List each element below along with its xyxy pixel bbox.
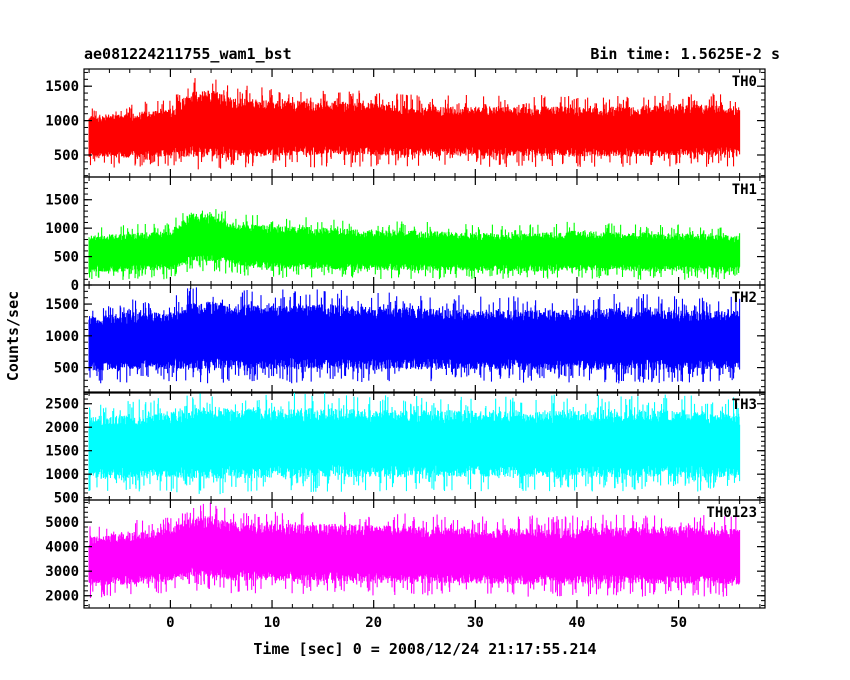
- series-th0123: [88, 502, 741, 599]
- panel-label: TH3: [732, 397, 757, 413]
- y-tick-label: 1500: [45, 193, 79, 209]
- y-tick-label: 1000: [45, 221, 79, 237]
- y-tick-label: 1000: [45, 329, 79, 345]
- y-tick-label: 1000: [45, 114, 79, 130]
- panel-label: TH1: [732, 182, 757, 198]
- panel-frame: [83, 499, 766, 609]
- x-tick-label: 30: [467, 615, 484, 631]
- x-axis-label: Time [sec] 0 = 2008/12/24 21:17:55.214: [253, 640, 596, 658]
- y-tick-label: 2500: [45, 397, 79, 413]
- bin-time-label: Bin time: 1.5625E-2 s: [590, 45, 780, 63]
- x-tick-label: 50: [670, 615, 687, 631]
- y-tick-label: 3000: [45, 564, 79, 580]
- y-tick-label: 4000: [45, 540, 79, 556]
- panel-th0123: 2000 3000 4000 5000 TH0123: [45, 499, 766, 609]
- y-tick-label: 5000: [45, 515, 79, 531]
- y-tick-label: 0: [71, 278, 79, 294]
- panel-label: TH0123: [706, 505, 757, 521]
- y-tick-label: 500: [54, 250, 79, 266]
- y-tick-label: 1000: [45, 467, 79, 483]
- x-tick-label: 0: [166, 615, 174, 631]
- series-th0: [88, 78, 741, 170]
- y-tick-label: 2000: [45, 420, 79, 436]
- y-tick-label: 1500: [45, 79, 79, 95]
- y-tick-label: 500: [54, 148, 79, 164]
- y-tick-label: 1500: [45, 297, 79, 313]
- y-tick-label: 500: [54, 361, 79, 377]
- series-th2: [88, 287, 741, 384]
- x-tick-label: 20: [365, 615, 382, 631]
- panel-th2: 500 1000 1500 TH2: [45, 284, 766, 394]
- y-tick-label: 1500: [45, 444, 79, 460]
- panels: 500 1000 1500 TH0 0 500 1000 1500 TH1 500 1000 1500…: [45, 68, 766, 609]
- x-tick-label: 40: [569, 615, 586, 631]
- series-th1: [88, 209, 741, 280]
- y-tick-label: 2000: [45, 589, 79, 605]
- x-axis: 0 10 20 30 40 50: [166, 615, 687, 631]
- x-tick-label: 10: [264, 615, 281, 631]
- panel-th3: 500 1000 1500 2000 2500 TH3: [45, 391, 766, 507]
- series-th3: [88, 392, 741, 495]
- y-tick-label: 500: [54, 491, 79, 507]
- panel-frame: [83, 284, 766, 394]
- panel-th0: 500 1000 1500 TH0: [45, 68, 766, 178]
- chart-title: ae081224211755_wam1_bst: [84, 45, 292, 63]
- panel-label: TH0: [732, 74, 757, 90]
- panel-th1: 0 500 1000 1500 TH1: [45, 176, 766, 294]
- y-axis-label: Counts/sec: [4, 291, 22, 381]
- panel-label: TH2: [732, 290, 757, 306]
